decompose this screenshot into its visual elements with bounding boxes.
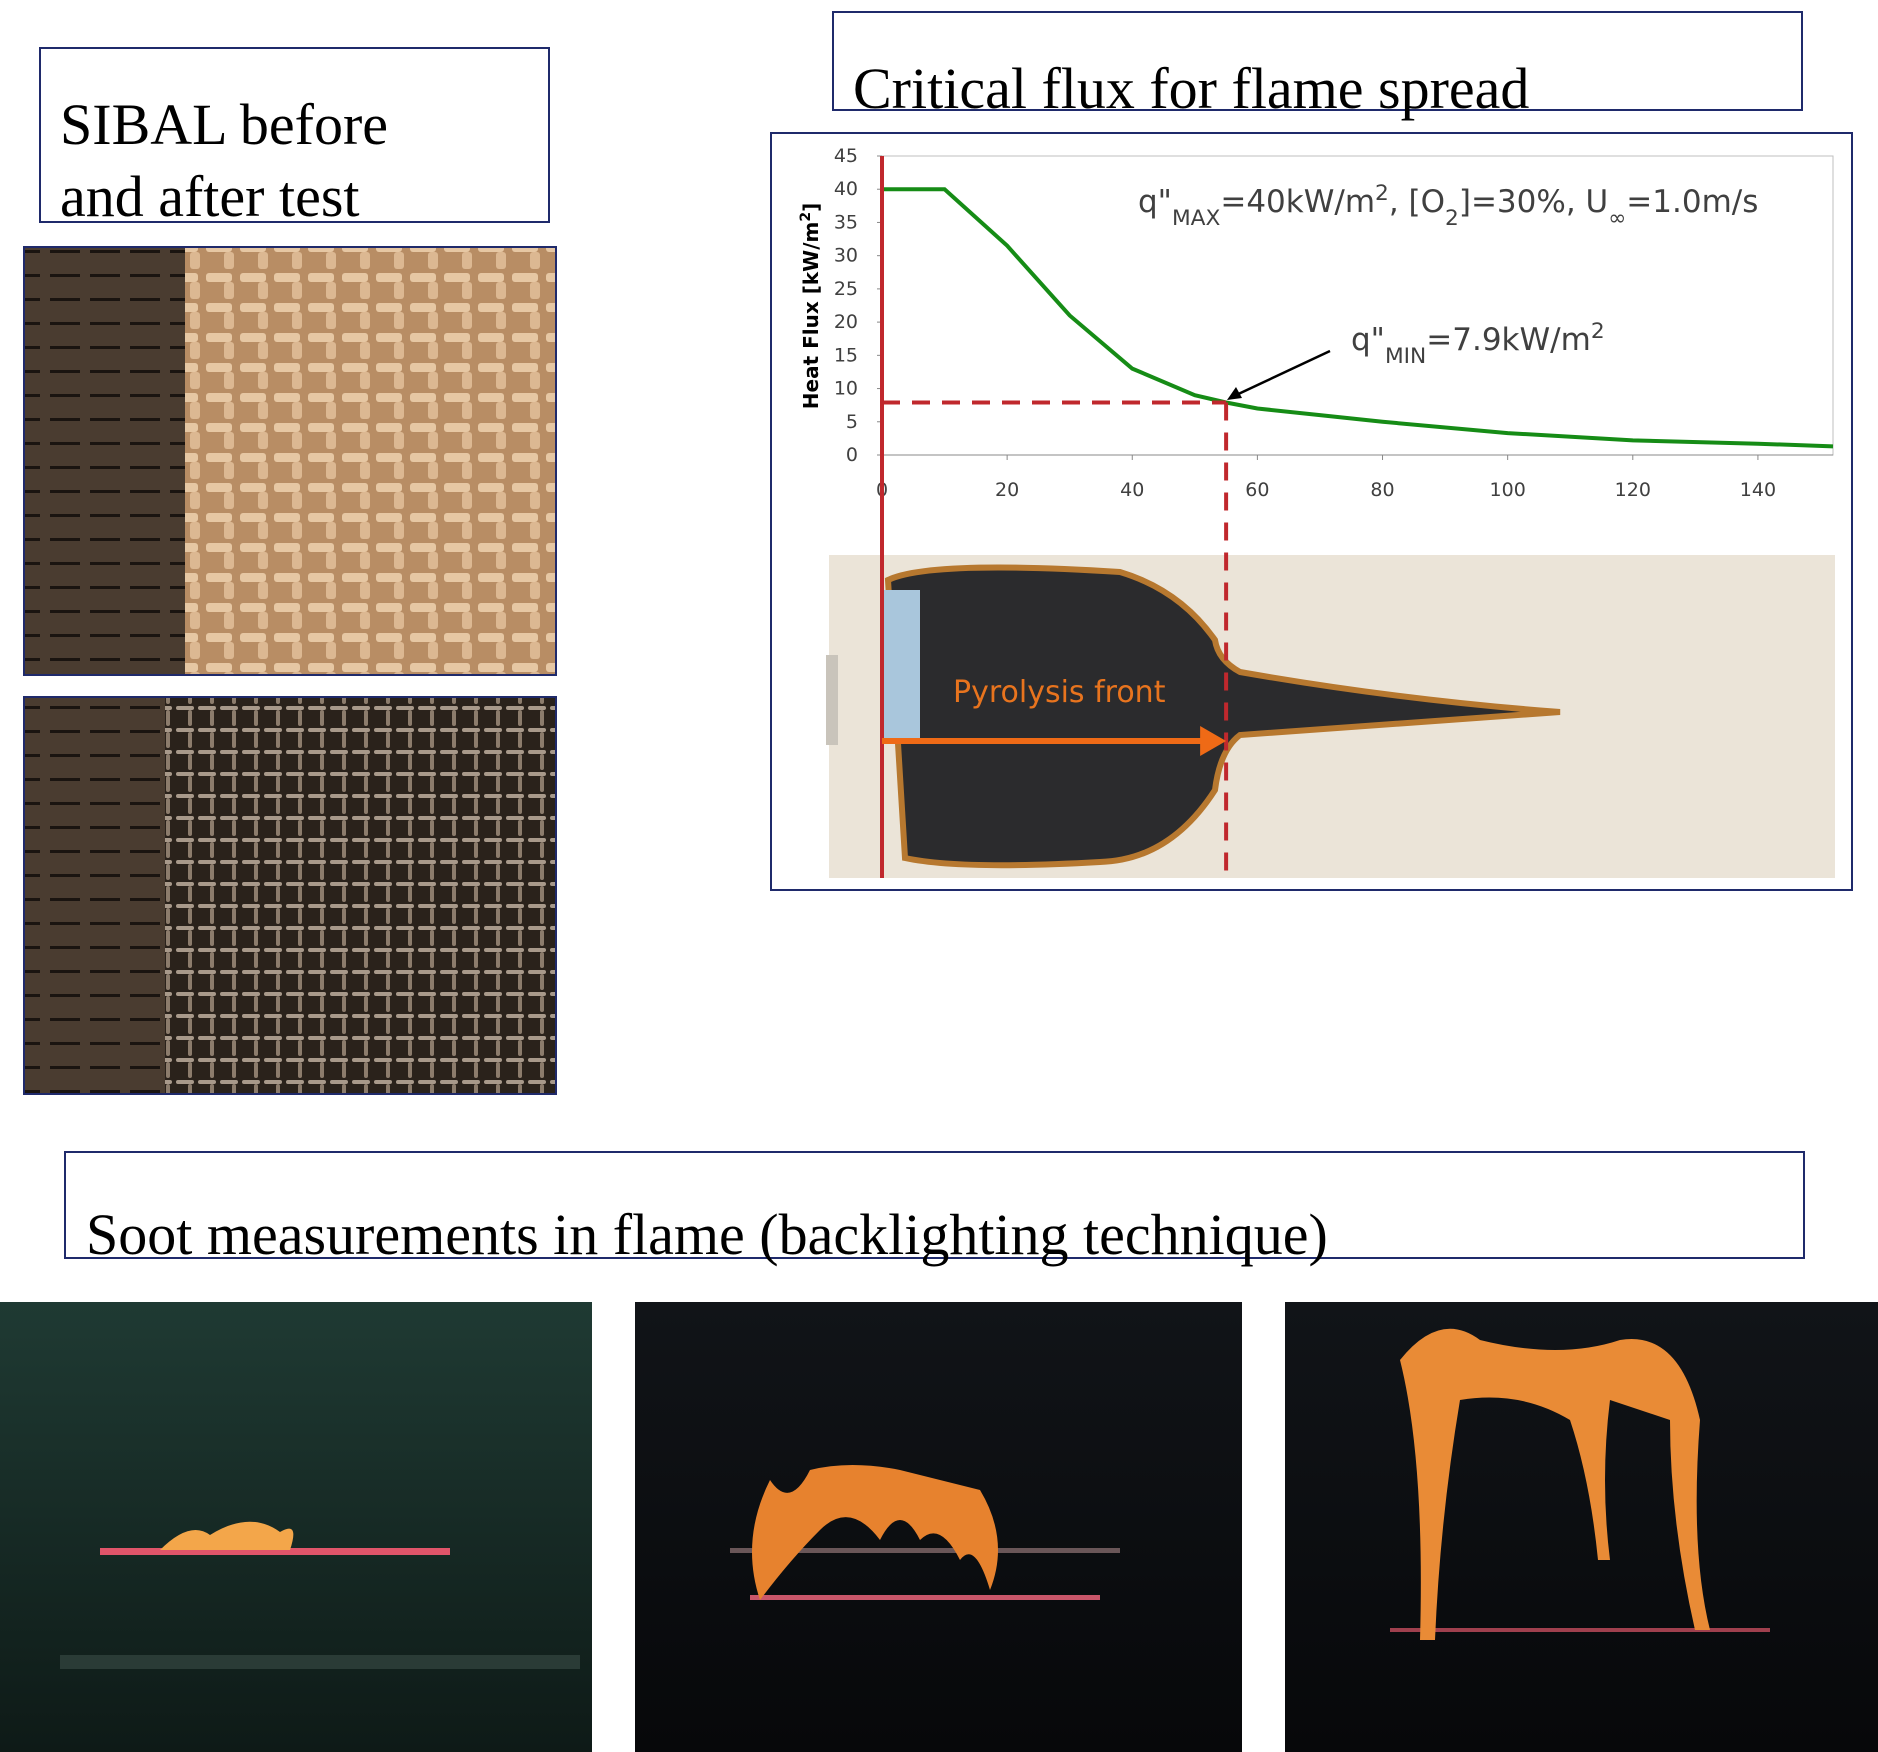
y-tick-label: 0 <box>846 444 858 466</box>
text-part: q" <box>1351 322 1385 358</box>
flame-photo-3 <box>1285 1302 1878 1752</box>
text-part: ∞ <box>1608 206 1626 231</box>
text-part: 2 <box>1375 181 1389 206</box>
y-tick-label: 45 <box>834 145 858 167</box>
x-tick-label: 140 <box>1740 479 1776 501</box>
y-tick-label: 5 <box>846 411 858 433</box>
photo-after <box>24 697 556 1094</box>
title: Soot measurements in flame (backlighting… <box>86 1202 1328 1267</box>
text-part: q" <box>1138 184 1172 220</box>
text-part: MIN <box>1385 344 1426 369</box>
x-tick-label: 100 <box>1490 479 1526 501</box>
x-tick-label: 40 <box>1120 479 1144 501</box>
sample-photo <box>826 555 1835 878</box>
text-part: ] <box>799 203 823 212</box>
title-line: SIBAL before <box>60 92 388 157</box>
y-tick-label: 20 <box>834 311 858 333</box>
photo-label: Pyrolysis front <box>953 675 1166 710</box>
y-axis-label: Heat Flux [kW/m2] <box>798 203 823 409</box>
x-tick-label: 80 <box>1370 479 1394 501</box>
flame-photo-1 <box>0 1302 592 1752</box>
slide: SIBAL before and after test Critical flu… <box>0 0 1878 1752</box>
text-part: =1.0m/s <box>1626 184 1758 220</box>
x-tick-label: 120 <box>1615 479 1651 501</box>
y-tick-label: 15 <box>834 344 858 366</box>
y-tick-label: 25 <box>834 278 858 300</box>
text-part: 2 <box>798 212 814 222</box>
flame-photo-2 <box>635 1302 1242 1752</box>
title-line: and after test <box>60 164 360 229</box>
x-tick-label: 20 <box>995 479 1019 501</box>
y-tick-label: 30 <box>834 245 858 267</box>
text-part: 2 <box>1445 206 1459 231</box>
y-tick-label: 10 <box>834 378 858 400</box>
text-part: =7.9kW/m <box>1426 322 1591 358</box>
x-tick-label: 60 <box>1245 479 1269 501</box>
photo-before <box>24 247 556 675</box>
text-part: =40kW/m <box>1220 184 1375 220</box>
text-part: MAX <box>1172 206 1221 231</box>
text-part: , [O <box>1389 184 1445 220</box>
text-part: 2 <box>1591 319 1605 344</box>
y-tick-label: 40 <box>834 178 858 200</box>
y-tick-label: 35 <box>834 211 858 233</box>
text-part: Heat Flux [kW/m <box>799 222 823 410</box>
text-part: ]=30%, U <box>1459 184 1608 220</box>
title: Critical flux for flame spread <box>853 56 1529 121</box>
